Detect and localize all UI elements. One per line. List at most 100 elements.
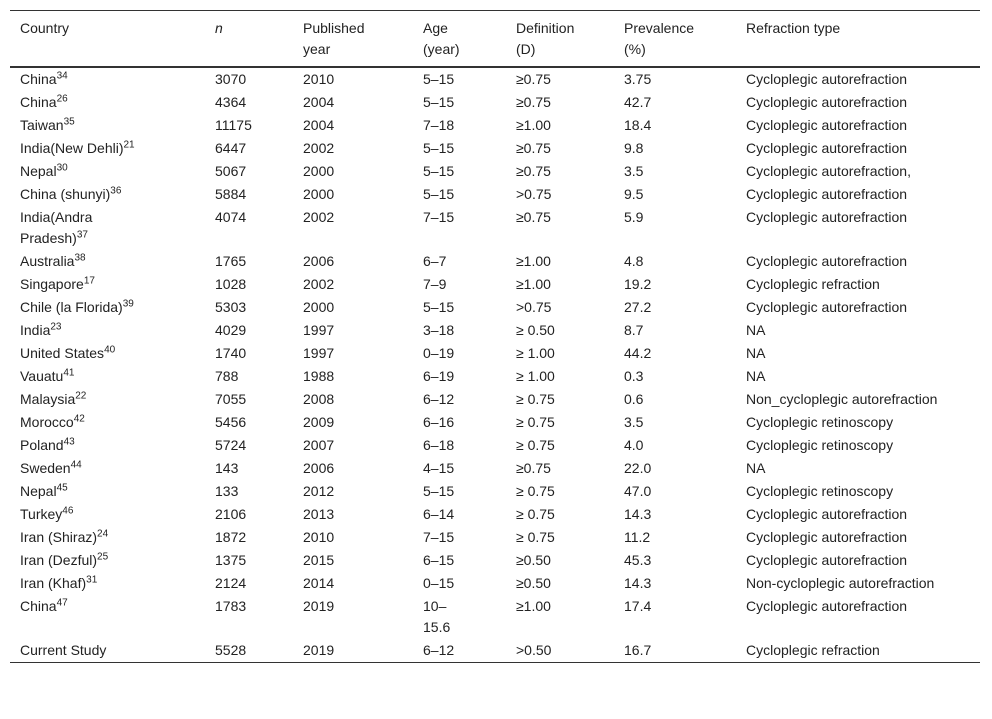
cell: 2019 [293,595,413,639]
cell-text: 1997 [303,322,335,338]
cell: ≥ 0.75 [506,526,614,549]
cell: 1375 [205,549,293,572]
cell: Chile (la Florida)39 [10,296,205,319]
cell: 0–15 [413,572,506,595]
cell: ≥1.00 [506,250,614,273]
cell: 7–15 [413,206,506,250]
cell: ≥1.00 [506,114,614,137]
cell: ≥ 0.75 [506,411,614,434]
cell-text: NA [746,460,766,476]
reference: 47 [56,597,68,609]
cell: ≥ 0.75 [506,388,614,411]
country-name: India(Andra Pradesh) [20,209,93,246]
cell: 42.7 [614,91,736,114]
table-row: Iran (Shiraz)24 1872 2010 7–15 ≥ 0.75 11.2 Cyc… [10,526,980,549]
cell-text: >0.75 [516,299,552,315]
cell-text: 5303 [215,299,247,315]
cell: 6–19 [413,365,506,388]
cell-text: 2004 [303,94,335,110]
cell: 10–15.6 [413,595,506,639]
reference: 30 [56,162,68,174]
cell-text: 1783 [215,598,247,614]
country-name: Chile (la Florida) [20,299,123,315]
cell: 14.3 [614,503,736,526]
cell: 45.3 [614,549,736,572]
cell-text: 2000 [303,163,335,179]
cell-text: ≥1.00 [516,117,551,133]
cell: Cycloplegic retinoscopy [736,434,980,457]
cell-text: Cycloplegic autorefraction [746,598,908,614]
country-cell: Taiwan35 [20,115,160,136]
country-cell: India(New Dehli)21 [20,138,160,159]
cell: >0.75 [506,183,614,206]
header-cell: Prevalence (%) [614,10,736,68]
cell: 19.2 [614,273,736,296]
cell-text: 1997 [303,345,335,361]
header-cell: Age (year) [413,10,506,68]
cell: NA [736,457,980,480]
cell-text: 2000 [303,299,335,315]
cell-text: NA [746,322,766,338]
cell: 2004 [293,91,413,114]
country-cell: Iran (Dezful)25 [20,550,160,571]
cell-text: Cycloplegic refraction [746,276,880,292]
header-text: Refraction type [746,20,841,36]
cell-text: 6–19 [423,368,455,384]
cell: India23 [10,319,205,342]
cell-text: NA [746,345,766,361]
cell: 6–7 [413,250,506,273]
cell-text: ≥0.50 [516,552,551,568]
cell-text: 11.2 [624,529,651,545]
cell-text: 5.9 [624,209,644,225]
cell: 47.0 [614,480,736,503]
cell-text: 10–15.6 [423,598,451,635]
cell-text: ≥ 0.75 [516,483,555,499]
cell: 2106 [205,503,293,526]
country-cell: China (shunyi)36 [20,184,160,205]
cell: Vauatu41 [10,365,205,388]
cell: Cycloplegic autorefraction [736,206,980,250]
cell: 5.9 [614,206,736,250]
cell: >0.50 [506,639,614,663]
cell: Morocco42 [10,411,205,434]
cell: Sweden44 [10,457,205,480]
cell: 2013 [293,503,413,526]
cell: NA [736,342,980,365]
cell: 6–18 [413,434,506,457]
cell-text: 7–15 [423,529,455,545]
cell: Cycloplegic autorefraction [736,67,980,91]
cell-text: Cycloplegic autorefraction [746,117,908,133]
reference: 21 [123,139,135,151]
reference: 22 [75,390,87,402]
cell-text: 0.6 [624,391,644,407]
cell: China47 [10,595,205,639]
country-name: Turkey [20,506,63,522]
cell: 1872 [205,526,293,549]
cell: NA [736,365,980,388]
country-cell: Turkey46 [20,504,160,525]
table-row: China26 4364 2004 5–15 ≥0.75 42.7 Cycloplegic … [10,91,980,114]
cell-text: 6–7 [423,253,447,269]
cell: ≥0.75 [506,137,614,160]
cell-text: 0–19 [423,345,455,361]
reference: 23 [50,321,62,333]
cell-text: 2009 [303,414,335,430]
cell: 5–15 [413,137,506,160]
header-text: Definition (D) [516,20,575,57]
cell: Nepal45 [10,480,205,503]
cell: 2002 [293,273,413,296]
cell: Nepal30 [10,160,205,183]
cell-text: >0.75 [516,186,552,202]
table-row: Malaysia22 7055 2008 6–12 ≥ 0.75 0.6 Non_cyclo… [10,388,980,411]
cell: Non_cycloplegic autorefraction [736,388,980,411]
cell-text: 4364 [215,94,247,110]
cell-text: Cycloplegic autorefraction [746,299,908,315]
cell: 14.3 [614,572,736,595]
cell-text: 7055 [215,391,247,407]
cell: 3.5 [614,160,736,183]
country-cell: Singapore17 [20,274,160,295]
reference: 26 [56,93,68,105]
cell: 2000 [293,183,413,206]
cell: 1783 [205,595,293,639]
table-row: Australia38 1765 2006 6–7 ≥1.00 4.8 Cycloplegi… [10,250,980,273]
